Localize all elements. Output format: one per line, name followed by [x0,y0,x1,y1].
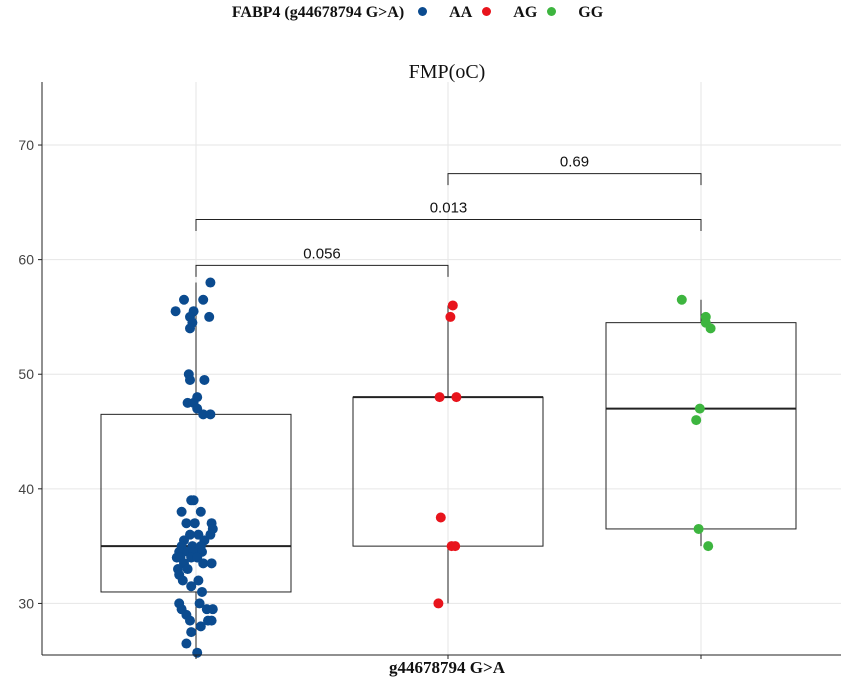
point-ag-3 [451,392,462,403]
point-aa-50 [186,581,197,592]
point-aa-43 [198,558,209,569]
legend-item-gg: GG [547,4,609,21]
point-aa-8 [204,311,215,322]
point-aa-51 [197,586,207,597]
x-axis-label: g44678794 G>A [389,658,506,677]
box-ag [352,396,544,547]
point-aa-63 [181,638,192,649]
point-aa-57 [207,604,218,615]
chart-title: FMP(oC) [409,61,486,83]
point-aa-48 [177,575,188,586]
point-aa-1 [179,294,189,305]
point-aa-49 [193,575,204,586]
bracket-0 [447,173,702,186]
legend-label-ag: AG [513,4,538,21]
point-aa-17 [205,409,216,420]
point-ag-7 [433,598,444,609]
point-ag-2 [434,392,445,403]
bracket-label-2: 0.056 [303,245,341,262]
point-ag-4 [435,512,446,523]
point-aa-14 [192,392,203,403]
point-aa-7 [205,277,216,288]
box-gg [605,322,797,530]
bracket-label-1: 0.013 [430,200,468,217]
legend-item-aa: AA [418,4,482,21]
point-gg-6 [693,523,704,534]
point-gg-4 [694,403,705,414]
point-aa-61 [195,621,206,632]
point-aa-6 [198,294,209,305]
point-aa-46 [182,564,193,575]
point-aa-0 [170,306,181,317]
bracket-2 [195,264,449,277]
significance-brackets: 0.69 0.013 0.056 [195,154,702,277]
legend-title: FABP4 (g44678794 G>A) [231,4,405,21]
legend-swatch-aa [418,7,428,16]
point-aa-11 [199,374,210,385]
point-gg-5 [691,415,702,426]
point-aa-64 [192,647,203,658]
point-aa-60 [206,615,217,626]
point-ag-6 [450,541,461,552]
bracket-label-0: 0.69 [560,154,589,171]
points [170,277,716,658]
point-gg-7 [703,541,714,552]
point-aa-19 [186,495,197,506]
y-tick-label-60: 60 [18,252,34,268]
point-aa-58 [185,615,195,626]
point-aa-44 [206,558,217,569]
y-tick-label-40: 40 [18,481,34,497]
point-aa-5 [185,323,195,334]
point-aa-54 [194,598,205,609]
legend-swatch-ag [482,7,492,16]
y-tick-label-30: 30 [18,595,34,611]
point-gg-3 [705,323,716,334]
axes: 30 40 50 60 70 [18,82,841,659]
point-aa-62 [186,627,197,638]
bracket-1 [195,219,702,231]
legend-label-aa: AA [449,4,473,21]
legend-item-ag: AG [482,4,547,21]
legend-label-gg: GG [578,4,604,21]
point-aa-28 [205,529,216,540]
point-ag-1 [445,311,456,322]
point-aa-20 [176,506,187,517]
point-aa-10 [185,374,195,385]
boxes [100,282,797,655]
point-aa-21 [181,518,192,529]
point-aa-22 [195,506,206,517]
y-tick-label-50: 50 [18,366,34,382]
point-aa-25 [189,518,200,529]
legend: FABP4 (g44678794 G>A) AA AG GG [0,4,841,22]
point-ag-0 [447,300,458,311]
y-tick-label-70: 70 [18,137,34,153]
point-aa-16 [198,409,209,420]
box-aa [100,413,292,593]
legend-swatch-gg [547,7,557,16]
point-gg-0 [676,294,687,305]
